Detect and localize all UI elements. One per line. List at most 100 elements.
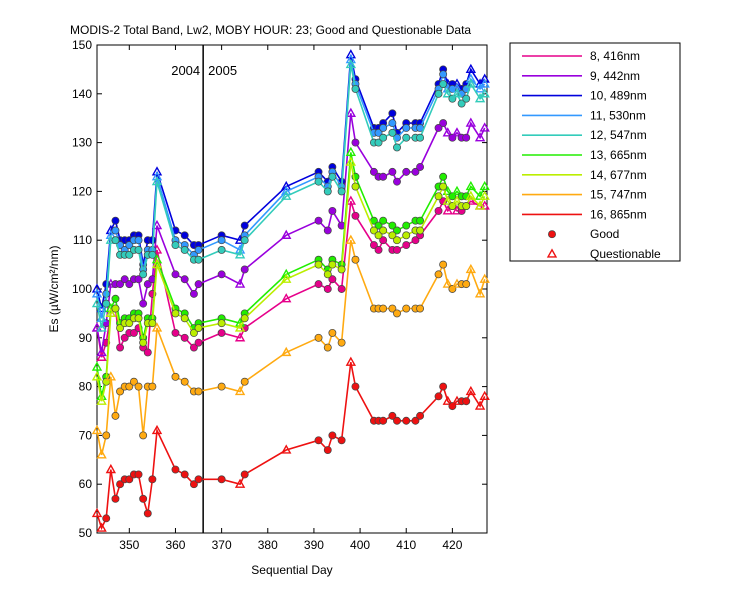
questionable-point (451, 127, 463, 137)
good-point (194, 475, 203, 484)
good-point (180, 246, 189, 254)
questionable-point (451, 78, 463, 88)
good-point (388, 411, 397, 420)
questionable-point (151, 166, 163, 176)
good-point (134, 236, 143, 245)
questionable-point (281, 293, 292, 303)
legend-questionable-marker (546, 248, 558, 258)
questionable-point (151, 254, 163, 264)
good-point (180, 333, 189, 342)
legend-label: 14, 677nm (590, 168, 647, 182)
good-point (374, 231, 383, 240)
questionable-point (345, 107, 357, 117)
questionable-point (474, 83, 486, 93)
good-point (462, 94, 471, 103)
questionable-point (105, 307, 117, 318)
good-point (388, 119, 397, 128)
good-point (139, 494, 148, 503)
good-point (134, 382, 143, 391)
good-point (434, 192, 443, 201)
questionable-point (345, 234, 357, 244)
legend-questionable-label: Questionable (590, 247, 661, 261)
questionable-point (96, 322, 107, 332)
good-point (393, 236, 401, 245)
good-point (180, 275, 189, 284)
questionable-point (442, 395, 453, 405)
questionable-point (345, 156, 357, 166)
questionable-point (234, 249, 246, 259)
questionable-point (345, 195, 357, 205)
good-point (328, 260, 337, 269)
y-tick-label: 110 (73, 233, 92, 247)
good-point (323, 285, 332, 293)
good-point (240, 221, 249, 230)
good-point (328, 431, 337, 440)
good-point (402, 167, 411, 176)
good-point (171, 465, 180, 474)
good-point (393, 226, 401, 235)
good-point (120, 333, 129, 342)
good-point (402, 124, 411, 132)
questionable-point (96, 351, 107, 361)
good-point (388, 128, 397, 137)
series-group (91, 49, 490, 532)
questionable-point (451, 185, 463, 196)
good-point (194, 280, 203, 289)
questionable-point (465, 63, 477, 74)
legend-label: 8, 416nm (590, 49, 640, 63)
good-point (240, 236, 249, 245)
good-point (134, 314, 143, 323)
good-point (139, 338, 148, 347)
good-point (393, 246, 401, 254)
questionable-point (442, 195, 453, 205)
series-5 (91, 58, 490, 332)
y-tick-label: 100 (72, 282, 92, 296)
good-point (240, 377, 249, 386)
good-point (337, 338, 346, 347)
good-point (369, 226, 378, 235)
good-point (457, 99, 466, 108)
good-point (416, 226, 425, 235)
good-point (194, 324, 203, 332)
questionable-point (345, 356, 357, 366)
questionable-point (442, 127, 453, 137)
good-point (240, 314, 249, 323)
good-point (171, 309, 180, 318)
legend-label: 9, 442nm (590, 69, 640, 83)
good-point (240, 265, 249, 274)
good-point (439, 70, 448, 79)
good-point (323, 343, 332, 352)
chart-title: MODIS-2 Total Band, Lw2, MOBY HOUR: 23; … (70, 23, 471, 37)
good-point (323, 446, 332, 454)
questionable-point (465, 263, 477, 274)
good-point (129, 328, 138, 337)
good-point (402, 416, 411, 425)
good-point (411, 236, 420, 245)
questionable-point (281, 180, 292, 191)
year-divider: 2004 2005 (171, 45, 237, 533)
good-point (194, 255, 203, 264)
good-point (180, 377, 189, 386)
x-tick-label: 400 (350, 538, 370, 552)
good-point (194, 387, 203, 396)
good-point (217, 328, 226, 337)
questionable-point (442, 88, 453, 98)
questionable-point (465, 73, 477, 83)
good-point (116, 387, 125, 396)
questionable-point (479, 78, 490, 88)
good-point (111, 304, 120, 313)
series-7 (91, 156, 490, 405)
good-point (314, 436, 323, 445)
good-point (402, 304, 411, 313)
questionable-point (96, 346, 107, 357)
good-point (369, 167, 378, 176)
good-point (180, 470, 189, 479)
good-point (143, 509, 152, 518)
good-point (189, 289, 198, 298)
legend-good-marker (548, 230, 556, 239)
x-tick-label: 360 (165, 538, 185, 552)
legend-label: 13, 665nm (590, 148, 647, 162)
good-point (416, 133, 425, 142)
good-point (134, 275, 143, 284)
